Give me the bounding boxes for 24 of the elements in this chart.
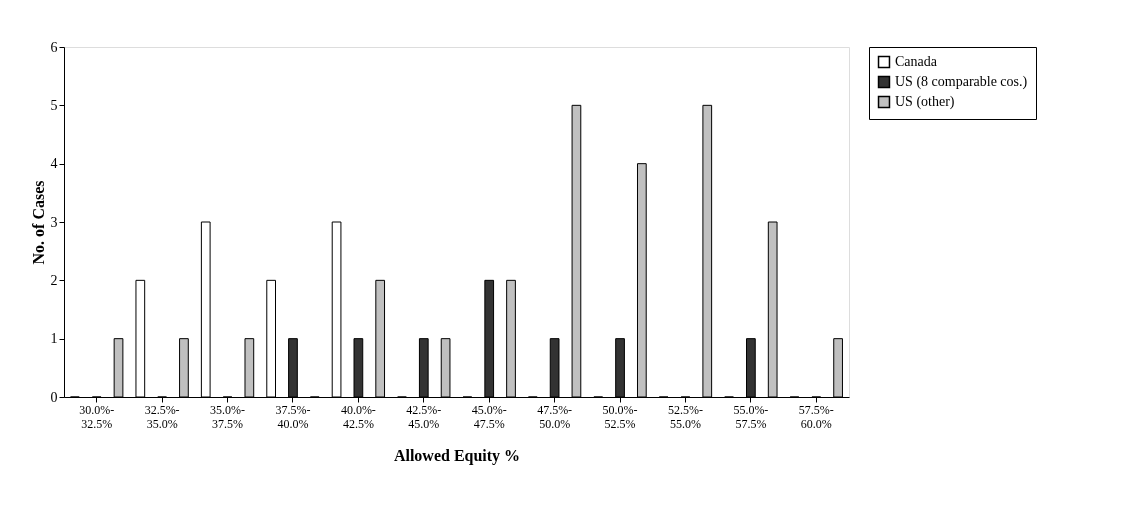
y-tick-label: 0 bbox=[50, 389, 58, 405]
x-tick-label: 57.5%-60.0% bbox=[798, 402, 834, 431]
y-tick-label: 2 bbox=[50, 272, 58, 288]
x-tick-label: 45.0%-47.5% bbox=[471, 402, 507, 431]
y-tick-label: 3 bbox=[50, 214, 58, 230]
x-tick-label: 50.0%-52.5% bbox=[602, 402, 638, 431]
legend-label: US (other) bbox=[895, 94, 955, 110]
y-axis-title: No. of Cases bbox=[29, 180, 47, 265]
x-tick-label: 35.0%-37.5% bbox=[210, 402, 246, 431]
x-tick-label: 42.5%-45.0% bbox=[406, 402, 442, 431]
x-axis-title: Allowed Equity % bbox=[393, 446, 521, 465]
legend-label: Canada bbox=[895, 54, 938, 69]
y-tick-label: 5 bbox=[50, 97, 58, 113]
x-tick-label: 55.0%-57.5% bbox=[733, 402, 769, 431]
x-tick-label: 52.5%-55.0% bbox=[667, 402, 703, 431]
x-tick-label: 47.5%-50.0% bbox=[537, 402, 573, 431]
legend-label: US (8 comparable cos.) bbox=[895, 74, 1028, 90]
y-tick-label: 6 bbox=[50, 39, 58, 55]
x-tick-label: 40.0%-42.5% bbox=[340, 402, 376, 431]
y-tick-label: 1 bbox=[50, 331, 58, 347]
x-tick-label: 37.5%-40.0% bbox=[275, 402, 311, 431]
x-tick-label: 32.5%-35.0% bbox=[144, 402, 180, 431]
x-tick-label: 30.0%-32.5% bbox=[79, 402, 115, 431]
y-tick-label: 4 bbox=[50, 156, 58, 172]
